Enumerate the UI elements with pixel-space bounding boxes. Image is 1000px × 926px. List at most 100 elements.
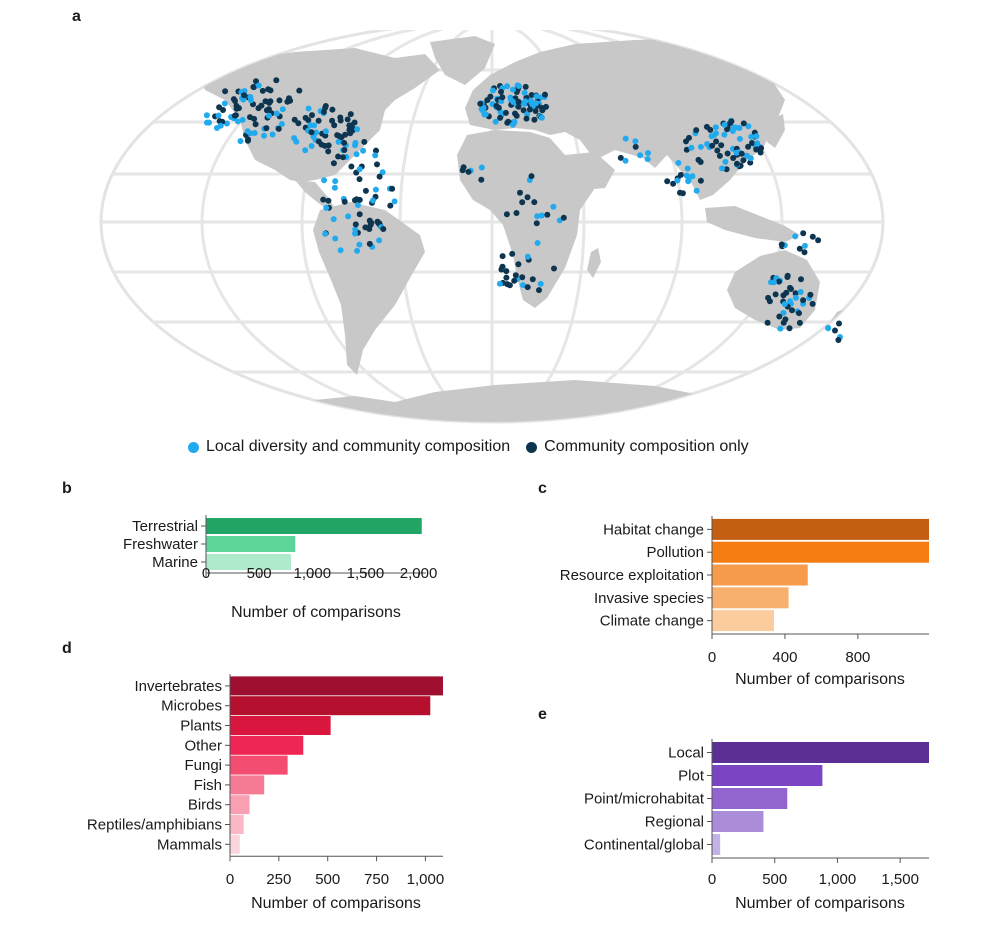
map-site-dot [519,199,526,206]
map-site-dot [528,97,534,104]
legend-item-community-only: Community composition only [526,438,749,456]
map-site-dot [330,216,337,223]
map-site-dot [296,87,303,94]
map-site-dot [345,213,352,220]
category-label-b: Marine [152,554,198,571]
category-label-d: Reptiles/amphibians [87,817,222,834]
map-site-dot [465,168,472,175]
category-label-d: Mammals [157,836,222,853]
map-site-dot [320,196,327,203]
map-site-dot [308,129,315,136]
map-site-dot [320,108,327,115]
legend-label-community-only: Community composition only [544,438,749,455]
map-site-dot [267,98,274,105]
map-site-dot [801,249,808,256]
map-site-dot [683,138,689,145]
map-site-dot [354,247,361,254]
map-site-dot [360,147,367,154]
map-site-dot [786,325,793,332]
bar-d-fungi [230,755,288,775]
x-tick-label-b: 1,500 [347,565,385,582]
map-site-dot [231,112,238,119]
map-site-dot [721,121,728,128]
map-site-dot [782,316,789,323]
x-tick-label-e: 1,500 [881,871,919,888]
map-site-dot [234,118,241,125]
map-site-dot [550,203,557,210]
map-site-dot [510,99,517,105]
category-label-c: Invasive species [594,590,704,607]
map-site-dot [276,97,283,104]
map-site-dot [745,123,752,130]
map-site-dot [512,272,519,279]
central-america [295,180,335,212]
map-site-dot [524,194,531,201]
map-site-dot [747,155,754,162]
map-site-dot [337,247,344,254]
map-site-dot [233,105,240,112]
map-site-dot [685,178,692,185]
map-site-dot [251,115,258,122]
map-site-dot [697,143,704,150]
map-site-dot [241,92,248,99]
map-site-dot [331,122,338,129]
map-site-dot [522,98,529,105]
map-site-dot [503,268,510,275]
map-site-dot [738,150,745,157]
map-sites [203,77,843,343]
x-tick-label-d: 750 [364,871,389,888]
map-site-dot [538,114,545,121]
map-site-dot [489,87,496,94]
legend-label-local-diversity: Local diversity and community compositio… [206,438,511,455]
map-site-dot [531,116,538,123]
map-site-dot [353,151,360,158]
map-site-dot [736,135,743,142]
map-site-dot [719,165,725,172]
map-site-dot [372,186,379,193]
map-site-dot [528,173,535,180]
category-label-c: Pollution [646,544,704,561]
bar-b-marine [206,554,292,570]
map-site-dot [347,111,354,118]
map-site-dot [797,289,804,295]
map-site-dot [800,230,807,237]
map-site-dot [497,114,504,121]
map-site-dot [733,149,740,156]
bar-d-invertebrates [230,676,443,696]
japan [767,114,785,148]
map-site-dot [505,118,512,125]
map-site-dot [331,184,338,191]
south-america [313,202,425,375]
bar-d-fish [230,775,265,795]
map-site-dot [341,198,348,205]
map-site-dot [754,140,761,147]
category-label-c: Climate change [600,613,704,630]
map-site-dot [536,287,542,294]
map-site-dot [255,105,262,112]
greenland [430,36,495,85]
map-site-dot [542,91,548,98]
map-site-dot [710,132,717,139]
map-site-dot [537,280,544,287]
map-site-dot [809,300,816,307]
map-site-dot [709,142,716,149]
map-site-dot [291,116,298,123]
map-site-dot [373,147,379,154]
x-tick-label-c: 800 [845,649,870,666]
x-tick-label-c: 400 [772,649,797,666]
map-site-dot [780,309,787,316]
map-site-dot [617,154,624,161]
map-site-dot [335,138,342,145]
bar-d-other [230,735,304,755]
x-axis-label-e: Number of comparisons [735,895,905,912]
x-tick-label-c: 0 [708,649,716,666]
map-site-dot [356,211,363,218]
map-site-dot [716,152,723,159]
legend-item-local-diversity: Local diversity and community compositio… [188,438,510,456]
map-site-dot [664,178,671,185]
map-site-dot [753,146,760,153]
map-site-dot [353,196,360,203]
map-site-dot [372,152,379,159]
map-site-dot [265,106,272,113]
map-site-dot [267,87,274,94]
